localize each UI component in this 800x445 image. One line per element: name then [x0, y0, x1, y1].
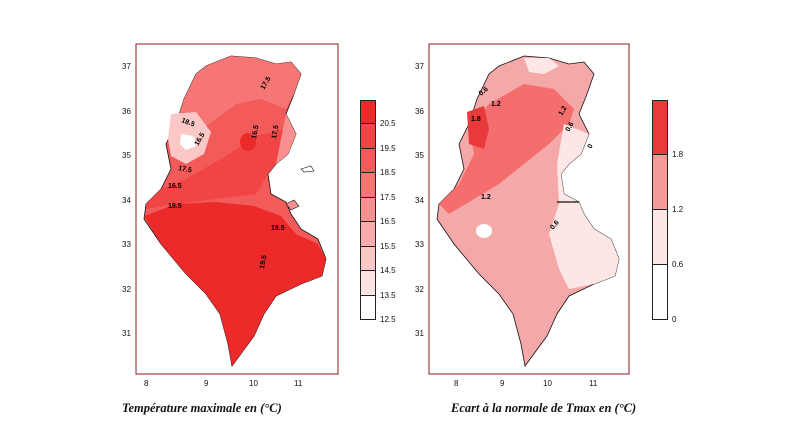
y-tick: 31	[122, 329, 131, 338]
legend-label: 14.5	[380, 266, 396, 276]
contour-label: 16.5	[168, 183, 182, 190]
y-tick: 31	[415, 329, 424, 338]
x-tick: 9	[500, 379, 505, 388]
y-tick: 34	[415, 196, 424, 205]
tmax-anomaly-map-canvas: 0.6 1.2 1.8 1.2 0.6 0 1.2 0.6	[428, 43, 630, 375]
legend-border	[360, 100, 376, 320]
contour-label: 0.6	[478, 86, 490, 98]
contour-label: 0.6	[565, 121, 576, 133]
contour-label: 18.5	[180, 117, 195, 128]
y-tick: 37	[415, 62, 424, 71]
legend-label: 15.5	[380, 241, 396, 251]
x-tick: 11	[294, 379, 303, 388]
legend-label: 1.2	[672, 205, 684, 214]
contour-label: 19.5	[259, 255, 268, 270]
coldest-spot	[180, 134, 196, 150]
x-tick: 9	[204, 379, 209, 388]
y-tick: 33	[415, 240, 424, 249]
tmax-anomaly-map: 0.6 1.2 1.8 1.2 0.6 0 1.2 0.6 8 9 10 11 …	[415, 43, 630, 388]
y-tick: 32	[415, 285, 424, 294]
contour-label: 17.5	[178, 165, 193, 174]
contour-label: 0	[587, 143, 595, 150]
legend-label: 1.8	[672, 150, 684, 159]
legend-label: 16.5	[380, 217, 396, 227]
contour-label: 19.5	[271, 225, 285, 232]
legend-label: 0.6	[672, 260, 684, 269]
x-tick: 8	[144, 379, 149, 388]
legend-label: 13.5	[380, 290, 396, 300]
y-tick: 37	[122, 62, 131, 71]
legend-label: 0	[672, 315, 677, 324]
warm-band	[146, 129, 296, 209]
x-tick: 11	[589, 379, 598, 388]
y-tick: 36	[122, 107, 131, 116]
anomaly-low-east	[549, 124, 619, 289]
y-tick: 35	[122, 151, 131, 160]
x-tick: 8	[454, 379, 459, 388]
hot-spot-center	[240, 133, 256, 151]
y-tick: 36	[415, 107, 424, 116]
kerkennah-island	[300, 165, 315, 173]
contour-label: 1.2	[481, 194, 491, 201]
y-tick: 33	[122, 240, 131, 249]
cool-zone-north	[176, 56, 301, 139]
contour-label: 17.5	[271, 125, 280, 140]
anomaly-low-north	[524, 58, 559, 74]
tmax-anomaly-legend: 1.8 1.2 0.6 0	[652, 100, 683, 324]
max-temperature-map-canvas: 17.5 18.5 16.5 16.5 17.5 17.5 16.5 19.5 …	[135, 43, 339, 375]
contour-label: 1.2	[558, 105, 569, 117]
contour-label: 19.5	[168, 203, 182, 210]
anomaly-peak-west	[467, 106, 489, 149]
y-tick: 35	[415, 151, 424, 160]
anomaly-band-mid	[439, 84, 574, 214]
east-coast-light	[276, 114, 296, 164]
djerba-island	[285, 199, 300, 211]
legend-label: 20.5	[380, 119, 396, 129]
legend-border	[652, 100, 668, 320]
legend-label: 17.5	[380, 192, 396, 202]
max-temperature-caption: Température maximale en (°C)	[122, 401, 282, 415]
hot-zone-south	[144, 202, 326, 366]
legend-label: 18.5	[380, 168, 396, 178]
legend-label: 19.5	[380, 143, 396, 153]
x-tick: 10	[543, 379, 552, 388]
contour-label: 1.8	[471, 116, 481, 123]
contour-label: 0.6	[549, 219, 561, 231]
max-temperature-legend: 20.5 19.5 18.5 17.5 16.5 15.5 14.5 13.5 12.5	[360, 100, 396, 324]
legend-label: 12.5	[380, 315, 396, 324]
tmax-anomaly-caption: Ecart à la normale de Tmax en (°C)	[451, 401, 637, 415]
x-tick: 10	[249, 379, 258, 388]
contour-label: 16.5	[251, 125, 260, 140]
y-tick: 34	[122, 196, 131, 205]
y-tick: 32	[122, 285, 131, 294]
contour-label: 1.2	[491, 101, 501, 108]
anomaly-low-spot	[476, 224, 492, 238]
max-temperature-map: 17.5 18.5 16.5 16.5 17.5 17.5 16.5 19.5 …	[122, 43, 339, 388]
